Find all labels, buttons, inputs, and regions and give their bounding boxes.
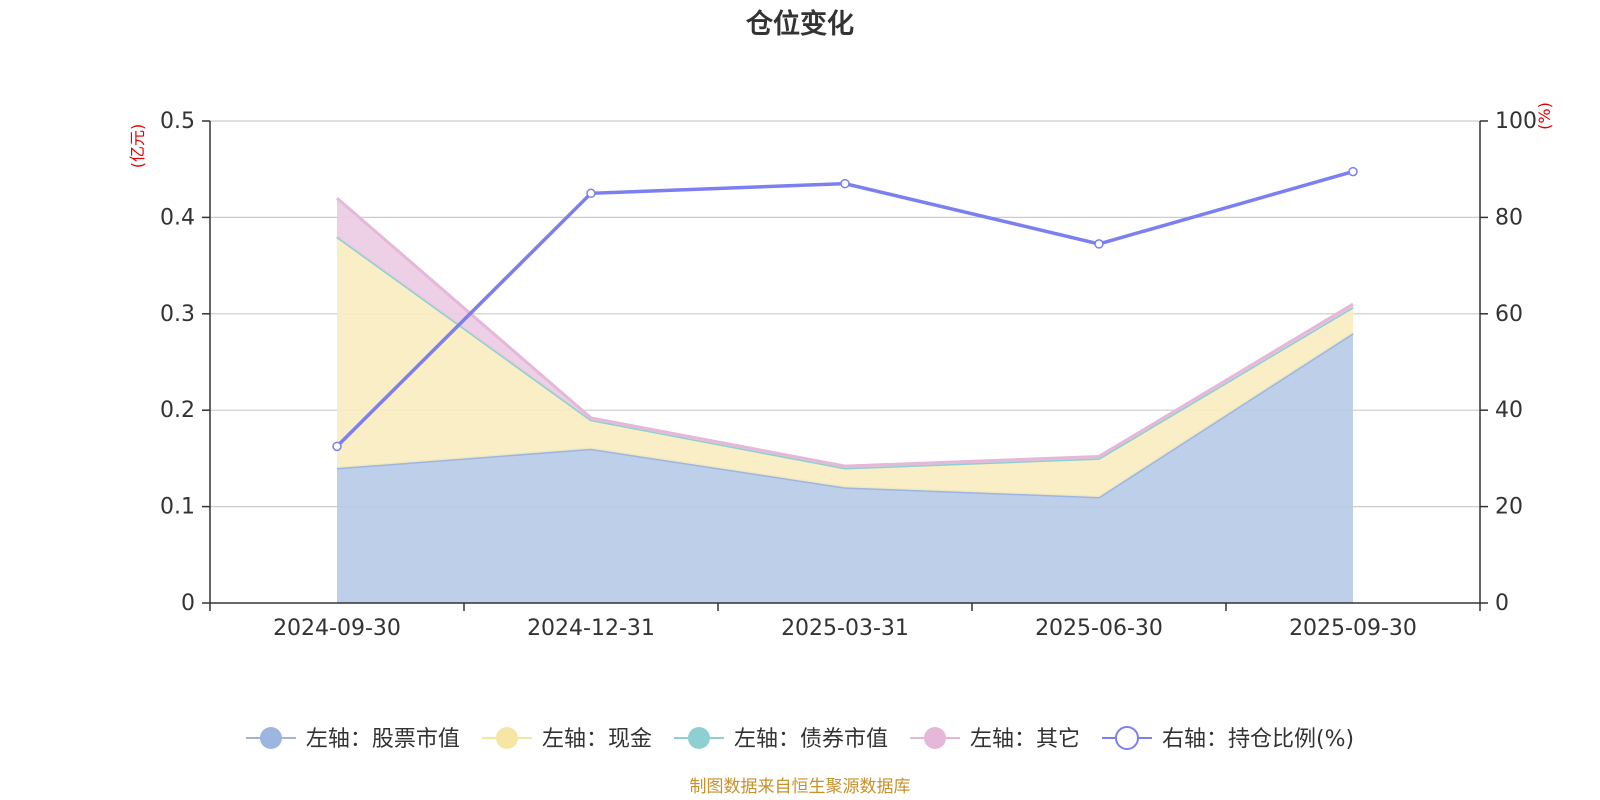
legend-label: 左轴：债券市值: [734, 727, 888, 752]
legend-label: 右轴：持仓比例(%): [1162, 727, 1354, 752]
legend-label: 左轴：其它: [970, 727, 1080, 752]
ratio-point: [586, 188, 596, 199]
legend-marker-dot: [259, 727, 282, 749]
left-axis-unit: (亿元): [128, 124, 147, 169]
legend-item: 左轴：其它: [909, 727, 1080, 752]
legend-marker-circle: [1114, 726, 1139, 750]
ratio-line: [332, 166, 1358, 452]
ratio-point: [1348, 166, 1358, 177]
area-edge-左轴：其它: [336, 196, 1354, 468]
x-axis-tick-label: 2025-09-30: [1289, 616, 1417, 641]
legend-marker-dot: [923, 727, 946, 749]
x-axis-tick-label: 2024-12-31: [527, 616, 655, 641]
right-axis-tick-label: 0: [1495, 591, 1509, 616]
x-axis-tick-label: 2025-03-31: [781, 616, 909, 641]
data-source-note: 制图数据来自恒生聚源数据库: [690, 777, 911, 797]
right-axis-tick-label: 40: [1495, 398, 1523, 423]
left-axis-tick-label: 0.1: [160, 495, 195, 520]
right-axis-tick-label: 20: [1495, 495, 1523, 520]
left-axis-tick-label: 0.2: [160, 398, 195, 423]
right-axis-tick-label: 60: [1495, 302, 1523, 327]
legend-item: 左轴：债券市值: [673, 727, 888, 752]
chart-title: 仓位变化: [745, 8, 854, 40]
x-axis-tick-label: 2025-06-30: [1035, 616, 1163, 641]
stacked-areas: [336, 196, 1354, 603]
legend-item: 右轴：持仓比例(%): [1101, 726, 1354, 752]
legend-label: 左轴：股票市值: [306, 727, 460, 752]
area-左轴：股票市值: [337, 333, 1353, 603]
ratio-point: [840, 178, 850, 189]
left-axis-tick-label: 0.3: [160, 302, 195, 327]
legend-item: 左轴：股票市值: [245, 727, 460, 752]
legend-label: 左轴：现金: [542, 727, 652, 752]
right-axis-tick-label: 100: [1495, 109, 1537, 134]
legend: 左轴：股票市值 左轴：现金 左轴：债券市值 左轴：其它 右轴：持仓比例(%): [245, 726, 1354, 752]
x-axis-tick-label: 2024-09-30: [273, 616, 401, 641]
area-左轴：现金: [337, 236, 1353, 497]
left-axis-tick-label: 0: [181, 591, 195, 616]
axes: 0 0.1 0.2 0.3 0.4 0.5 0 20 40 60 80 100 2024-09-30 20…: [160, 109, 1537, 641]
ratio-point: [1094, 239, 1104, 249]
left-axis-tick-label: 0.4: [160, 205, 195, 230]
legend-marker-dot: [687, 727, 710, 749]
right-axis-tick-label: 80: [1495, 205, 1523, 230]
right-axis-unit: (%): [1535, 102, 1554, 130]
ratio-point: [332, 441, 342, 452]
legend-marker-dot: [495, 727, 518, 749]
legend-item: 左轴：现金: [481, 727, 652, 752]
left-axis-tick-label: 0.5: [160, 109, 195, 134]
